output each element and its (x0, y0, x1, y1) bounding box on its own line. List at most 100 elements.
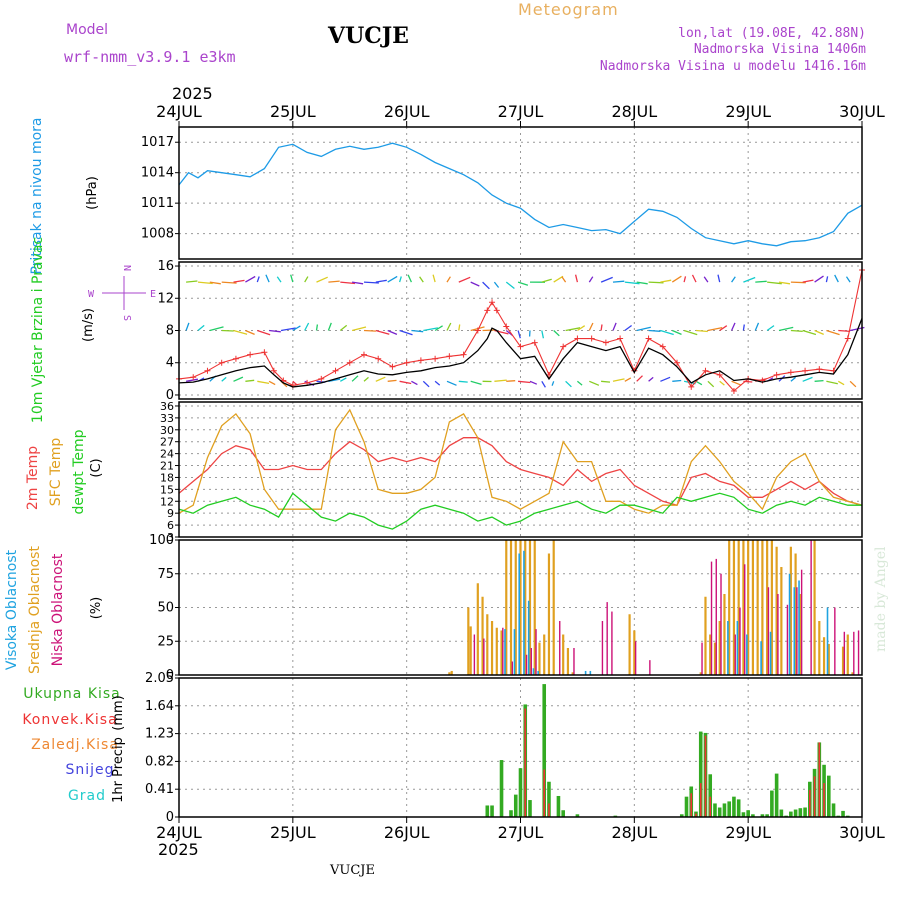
ytick-label: 50 (157, 601, 174, 616)
wind-arrow (672, 379, 682, 382)
wind-arrow (292, 325, 301, 332)
wind-arrow (276, 276, 282, 283)
wind-arrow (434, 325, 443, 332)
wind-arrow (446, 276, 451, 283)
gust-marker (787, 369, 794, 376)
xtick-top-25JUL: 25JUL (270, 102, 316, 121)
ytick-label: 9 (167, 507, 174, 520)
total-rain-bar (513, 794, 518, 817)
wind-arrow (672, 329, 682, 335)
total-rain-bar (793, 809, 798, 817)
xtick-bottom-25JUL: 25JUL (270, 823, 316, 842)
chart-kind-title: Meteogram (518, 0, 619, 19)
wind-arrow (233, 376, 244, 382)
total-rain-bar (556, 795, 561, 817)
footer-station: VUCJE (329, 863, 375, 878)
wind-arrow (845, 276, 851, 283)
wind-arrow (541, 278, 552, 283)
mid-cloud-label: Srednja Oblacnost (27, 546, 43, 674)
precip-title: 1hr Precip (111, 737, 126, 803)
total-rain-bar (717, 807, 722, 817)
wind-arrow (683, 380, 696, 385)
wind-arrow (257, 329, 271, 336)
wind-arrow (802, 279, 814, 283)
wind-arrow (826, 380, 838, 385)
wind-speed-line (178, 318, 863, 388)
wind-arrow (315, 324, 319, 331)
wind-arrow (328, 280, 340, 283)
wind-arrow (363, 281, 379, 284)
wind-arrow (731, 380, 742, 386)
total-rain-bar (765, 814, 769, 817)
gust-marker (389, 363, 396, 370)
wind-arrow (601, 380, 611, 383)
ytick-label: 12 (157, 291, 174, 306)
gust-marker (574, 335, 581, 342)
conv-rain-bar (548, 803, 550, 817)
ytick-label: 0 (166, 668, 174, 683)
wind-arrow (837, 380, 845, 386)
gust-marker (417, 357, 424, 364)
model-altitude-info: Nadmorska Visina u modelu 1416.16m (600, 59, 866, 74)
wind-arrow (339, 377, 347, 382)
wind-arrow (588, 322, 594, 331)
wind-arrow (731, 276, 736, 283)
ytick-label: 3 (167, 531, 174, 544)
wind-arrow (268, 380, 276, 386)
wind-arrow (612, 322, 617, 331)
ytick-label: 4 (166, 356, 174, 371)
total-rain-bar (698, 731, 703, 817)
dewpoint-line (178, 492, 862, 530)
wind-arrow (482, 281, 490, 290)
gust-marker (261, 349, 268, 356)
gust-marker (674, 359, 681, 366)
wind-arrow (407, 274, 412, 283)
total-rain-bar (779, 809, 784, 817)
ytick-label: 18 (160, 471, 174, 484)
wind-arrow (186, 280, 198, 283)
xtick-top-28JUL: 28JUL (611, 102, 657, 121)
lonlat-info: lon,lat (19.08E, 42.88N) (678, 26, 866, 41)
conv-rain-bar (809, 789, 811, 817)
compass-s: S (121, 315, 132, 321)
sfc-label: SFC Temp (48, 438, 64, 507)
wind-arrow (695, 329, 708, 333)
wind-arrow (339, 324, 348, 332)
legend-graupel: Grad (68, 788, 106, 804)
wind-arrow (351, 326, 367, 332)
gust-marker (346, 359, 353, 366)
wind-arrow (648, 329, 661, 332)
watermark: made by Angel (873, 546, 889, 652)
wind-arrow (814, 379, 824, 382)
wind-arrow (185, 378, 199, 382)
ytick-label: 33 (160, 412, 174, 425)
wind-arrow (185, 322, 190, 331)
ytick-label: 1014 (141, 166, 174, 181)
precip-unit: (mm) (111, 695, 126, 730)
gust-marker (617, 335, 624, 342)
wind-arrow (648, 281, 664, 284)
ytick-label: 0.41 (145, 782, 174, 797)
legend-conv-rain: Konvek.Kisa (22, 712, 117, 728)
wind-arrow (825, 276, 829, 283)
wind-arrow (506, 380, 516, 382)
wind-arrow (375, 329, 390, 335)
wind-arrow (683, 329, 698, 336)
conv-rain-bar (823, 783, 825, 817)
wind-arrow (731, 322, 736, 331)
conv-rain-bar (813, 776, 816, 817)
year-bottom: 2025 (158, 840, 199, 859)
wind-arrow (755, 280, 767, 283)
total-rain-bar (826, 775, 831, 817)
gust-marker (716, 371, 723, 378)
wind-arrow (703, 276, 709, 283)
wind-arrow (257, 380, 270, 385)
ytick-label: 1.23 (145, 727, 174, 742)
wind-arrow (233, 329, 248, 335)
wind-arrow (256, 276, 260, 283)
gust-marker (702, 367, 709, 374)
wind-arrow (691, 274, 697, 283)
plot-layer: 1008101110141017048121636912151821242730… (141, 102, 885, 842)
ytick-label: 24 (160, 448, 174, 461)
wind-arrow (245, 379, 255, 382)
